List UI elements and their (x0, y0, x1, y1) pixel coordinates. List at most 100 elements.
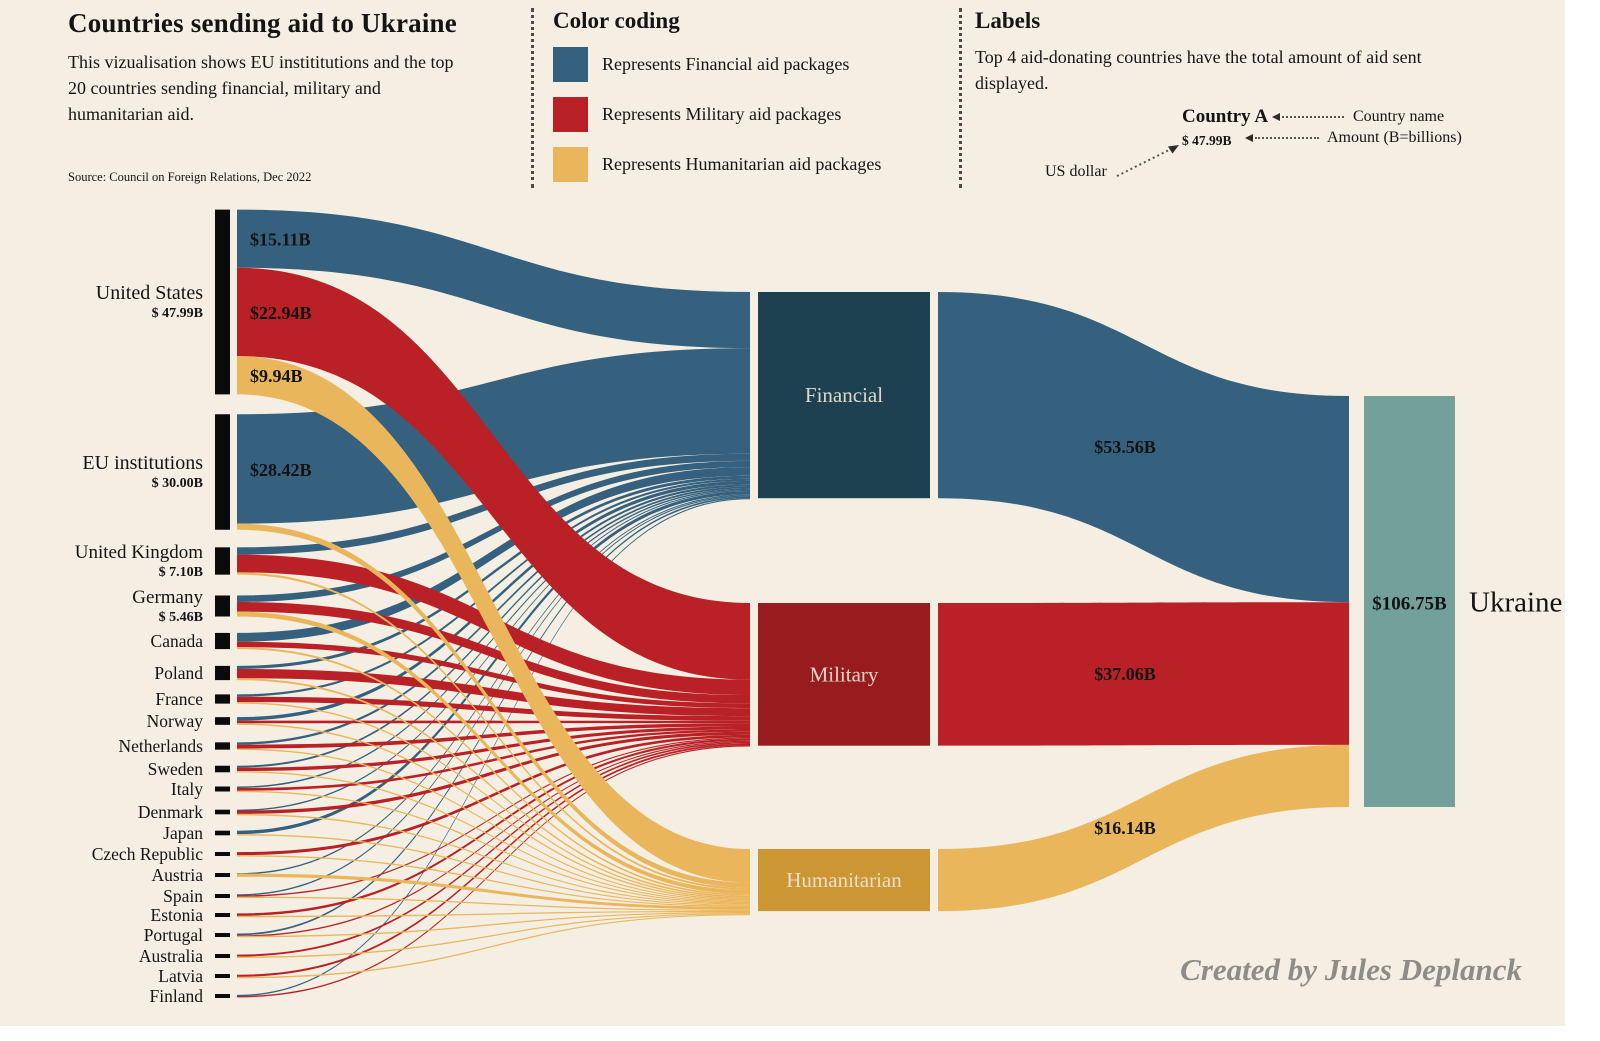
flow-label-united-states-military: $22.94B (250, 303, 312, 323)
flow-japan-humanitarian (237, 834, 750, 906)
page-subtitle: This vizualisation shows EU instititutio… (68, 52, 454, 124)
outflow-label-military: $37.06B (1094, 664, 1156, 684)
labels-help-block: Labels Top 4 aid-donating countries have… (975, 8, 1535, 198)
legend-item-military: Represents Military aid packages (553, 97, 841, 132)
flow-estonia-military (237, 738, 750, 916)
divider-right (959, 8, 962, 188)
humanitarian-swatch-icon (553, 147, 588, 182)
destination-label: Ukraine (1469, 586, 1562, 618)
source-node-germany (215, 595, 230, 617)
annotation-currency: US dollar (1045, 163, 1107, 180)
source-label-spain: Spain (163, 886, 203, 906)
source-label-netherlands: Netherlands (118, 736, 203, 756)
flow-australia-military (237, 741, 750, 957)
source-node-czech-republic (215, 852, 230, 856)
node-financial (758, 292, 930, 499)
flow-estonia-humanitarian (237, 910, 750, 918)
flow-italy-military (237, 729, 750, 791)
example-country-label: Country A (1182, 106, 1269, 127)
flow-latvia-humanitarian (237, 914, 750, 979)
source-node-italy (215, 786, 230, 792)
flow-austria-humanitarian (237, 873, 750, 910)
flow-canada-humanitarian (237, 647, 750, 896)
source-node-spain (215, 894, 230, 898)
flow-france-financial (237, 478, 750, 697)
outflow-label-humanitarian: $16.14B (1094, 818, 1156, 838)
flow-canada-military (237, 641, 750, 709)
flow-norway-humanitarian (237, 723, 750, 901)
flow-netherlands-humanitarian (237, 748, 750, 902)
labels-help-title: Labels (975, 8, 1041, 33)
flow-czech-republic-humanitarian (237, 855, 750, 907)
legend-block: Color coding Represents Financial aid pa… (553, 8, 933, 188)
flow-japan-financial (237, 490, 750, 835)
source-label-japan: Japan (163, 823, 203, 843)
source-label-poland: Poland (154, 663, 203, 683)
source-label-estonia: Estonia (151, 905, 204, 925)
flow-germany-military (237, 602, 750, 704)
financial-swatch-icon (553, 47, 588, 82)
flow-united-states-military (237, 267, 750, 680)
flow-spain-humanitarian (237, 896, 750, 911)
flow-czech-republic-military (237, 734, 750, 856)
flow-finland-military (237, 745, 750, 998)
source-node-norway (215, 717, 230, 725)
flow-financial-ukraine (938, 292, 1349, 603)
node-label-financial: Financial (805, 383, 883, 407)
title-block: Countries sending aid to Ukraine This vi… (68, 8, 498, 184)
flow-united-states-humanitarian (237, 356, 750, 883)
source-node-netherlands (215, 742, 230, 750)
source-label-united-kingdom: United Kingdom (75, 542, 203, 563)
flow-portugal-humanitarian (237, 911, 750, 938)
arrow-left-icon (1245, 134, 1253, 142)
divider-left (531, 8, 534, 188)
labels-help-text: Top 4 aid-donating countries have the to… (975, 47, 1422, 93)
source-amount-germany: $ 5.46B (159, 610, 203, 625)
flow-sweden-military (237, 726, 750, 772)
destination-total-label: $106.75B (1372, 593, 1447, 614)
source-node-poland (215, 665, 230, 681)
source-amount-united-states: $ 47.99B (152, 306, 203, 321)
source-label-austria: Austria (151, 865, 203, 885)
source-label-denmark: Denmark (138, 802, 203, 822)
flow-germany-financial (237, 460, 750, 603)
source-label-canada: Canada (151, 631, 204, 651)
flow-poland-humanitarian (237, 678, 750, 898)
legend-label: Represents Financial aid packages (602, 54, 850, 74)
flow-latvia-military (237, 743, 750, 977)
flow-netherlands-military (237, 723, 750, 749)
flow-united-states-financial (237, 209, 750, 349)
flow-france-humanitarian (237, 702, 750, 899)
source-node-estonia (215, 913, 230, 917)
legend-title: Color coding (553, 8, 680, 33)
source-node-japan (215, 830, 230, 836)
source-label-france: France (155, 689, 203, 709)
source-node-finland (215, 994, 230, 998)
flow-australia-humanitarian (237, 913, 750, 958)
legend-label: Represents Military aid packages (602, 104, 842, 124)
dotted-line (1255, 137, 1319, 139)
source-label-latvia: Latvia (158, 966, 203, 986)
annotation-country-name: Country name (1353, 108, 1445, 125)
node-humanitarian (758, 849, 930, 912)
dotted-line (1282, 116, 1344, 118)
flow-germany-humanitarian (237, 611, 750, 895)
flow-poland-military (237, 668, 750, 717)
legend-label: Represents Humanitarian aid packages (602, 154, 882, 174)
example-amount-label: $ 47.99B (1182, 133, 1232, 148)
source-node-denmark (215, 809, 230, 815)
legend-item-financial: Represents Financial aid packages (553, 47, 849, 82)
flow-humanitarian-ukraine (938, 744, 1349, 912)
source-label-norway: Norway (147, 711, 204, 731)
source-label-italy: Italy (171, 779, 203, 799)
source-label-united-states: United States (96, 282, 203, 304)
source-label-portugal: Portugal (144, 925, 203, 945)
source-label-germany: Germany (132, 587, 203, 608)
diagonal-dotted-arrow-icon (1116, 145, 1179, 177)
flow-label-united-states-financial: $15.11B (250, 230, 311, 250)
flow-sweden-humanitarian (237, 771, 750, 903)
source-node-sweden (215, 765, 230, 773)
source-node-latvia (215, 974, 230, 978)
right-margin (1565, 0, 1600, 1041)
